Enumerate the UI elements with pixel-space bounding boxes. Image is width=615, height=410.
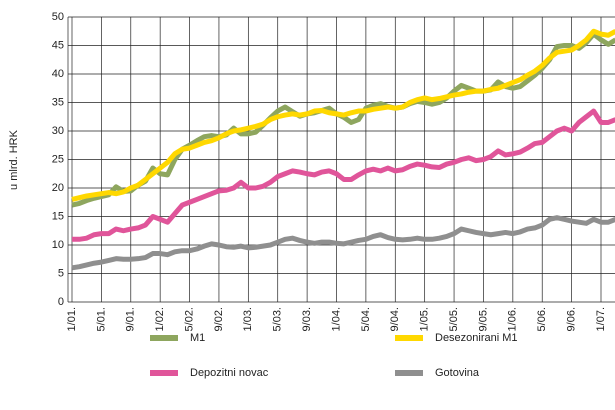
x-tick-label: 9/01. [125, 307, 137, 331]
x-tick-label: 5/02. [183, 307, 195, 331]
y-tick-label: 20 [52, 182, 64, 194]
x-tick-label: 1/07. [595, 307, 607, 331]
x-tick-label: 5/04. [360, 307, 372, 331]
x-tick-label: 9/03. [301, 307, 313, 331]
x-tick-label: 1/05. [419, 307, 431, 331]
labels: 0 5 10 15 20 25 30 35 40 45 50 1/01. 5/01. 9/01. 1/02.… [52, 11, 607, 379]
legend-label: Desezonirani M1 [435, 332, 518, 344]
x-tick-label: 9/06. [566, 307, 578, 331]
legend-label: Gotovina [435, 367, 480, 379]
series-line [71, 215, 615, 271]
y-tick-label: 15 [52, 210, 64, 222]
y-tick-label: 30 [52, 125, 64, 137]
x-tick-label: 5/05. [448, 307, 460, 331]
lines [71, 28, 615, 271]
y-tick-label: 35 [52, 96, 64, 108]
series-line [72, 108, 615, 242]
y-axis-label: u mlrd. HRK [8, 129, 20, 190]
y-tick-label: 5 [58, 267, 64, 279]
grid [67, 16, 615, 303]
x-tick-label: 9/05. [477, 307, 489, 331]
x-tick-label: 5/06. [536, 307, 548, 331]
x-tick-label: 1/02. [154, 307, 166, 331]
legend-label: Depozitni novac [190, 367, 269, 379]
x-tick-label: 9/02. [213, 307, 225, 331]
y-tick-label: 45 [52, 39, 64, 51]
legend-label: M1 [190, 332, 205, 344]
x-tick-label: 9/04. [389, 307, 401, 331]
series-line [71, 28, 615, 202]
y-tick-label: 10 [52, 239, 64, 251]
y-tick-label: 50 [52, 11, 64, 23]
y-tick-label: 0 [58, 296, 64, 308]
x-tick-label: 1/04. [330, 307, 342, 331]
x-tick-label: 5/03. [272, 307, 284, 331]
y-tick-label: 40 [52, 68, 64, 80]
x-tick-label: 1/01. [66, 307, 78, 331]
x-tick-label: 1/03. [242, 307, 254, 331]
x-tick-label: 5/01. [95, 307, 107, 331]
x-tick-label: 1/06. [507, 307, 519, 331]
y-tick-label: 25 [52, 153, 64, 165]
